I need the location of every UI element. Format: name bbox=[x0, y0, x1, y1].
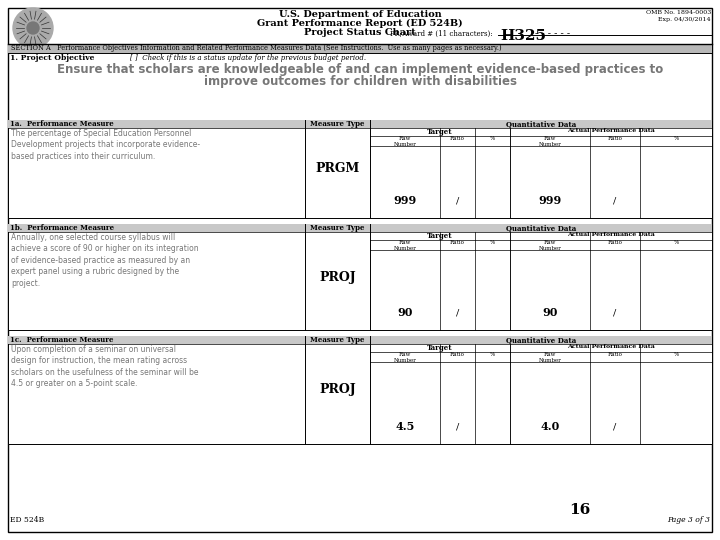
Text: Page 3 of 3: Page 3 of 3 bbox=[667, 516, 710, 524]
Text: Annually, one selected course syllabus will
achieve a score of 90 or higher on i: Annually, one selected course syllabus w… bbox=[11, 233, 199, 288]
Text: Upon completion of a seminar on universal
design for instruction, the mean ratin: Upon completion of a seminar on universa… bbox=[11, 345, 199, 388]
Text: Actual Performance Data: Actual Performance Data bbox=[567, 233, 655, 238]
Text: Project Status Chart: Project Status Chart bbox=[304, 28, 416, 37]
Text: Raw
Number: Raw Number bbox=[394, 137, 416, 147]
Text: ED 524B: ED 524B bbox=[10, 516, 44, 524]
Text: H325: H325 bbox=[500, 29, 546, 43]
Text: %: % bbox=[490, 240, 495, 246]
Text: U.S. Department of Education: U.S. Department of Education bbox=[279, 10, 441, 19]
Text: %: % bbox=[490, 353, 495, 357]
Text: 1c.  Performance Measure: 1c. Performance Measure bbox=[10, 336, 114, 345]
Text: Actual Performance Data: Actual Performance Data bbox=[567, 345, 655, 349]
Text: Measure Type: Measure Type bbox=[310, 336, 365, 345]
Text: Measure Type: Measure Type bbox=[310, 225, 365, 233]
Text: /: / bbox=[613, 197, 616, 206]
Text: Ratio: Ratio bbox=[608, 353, 622, 357]
Text: /: / bbox=[613, 309, 616, 318]
Text: Ratio: Ratio bbox=[608, 240, 622, 246]
Bar bbox=[8, 120, 712, 128]
Text: 4.0: 4.0 bbox=[541, 421, 559, 432]
Text: Ratio: Ratio bbox=[450, 240, 465, 246]
Text: The percentage of Special Education Personnel
Development projects that incorpor: The percentage of Special Education Pers… bbox=[11, 129, 200, 161]
Text: Raw
Number: Raw Number bbox=[539, 353, 562, 363]
Text: OMB No. 1894-0003: OMB No. 1894-0003 bbox=[646, 10, 711, 15]
Text: Raw
Number: Raw Number bbox=[539, 137, 562, 147]
Bar bbox=[8, 336, 712, 344]
Text: 1. Project Objective: 1. Project Objective bbox=[10, 53, 94, 62]
Text: /: / bbox=[456, 423, 459, 432]
Text: Ratio: Ratio bbox=[450, 353, 465, 357]
Bar bbox=[8, 44, 712, 53]
Text: %: % bbox=[673, 353, 678, 357]
Text: Ratio: Ratio bbox=[450, 137, 465, 141]
Text: Ratio: Ratio bbox=[608, 137, 622, 141]
Text: Target: Target bbox=[427, 233, 453, 240]
Text: Quantitative Data: Quantitative Data bbox=[506, 225, 576, 233]
Bar bbox=[8, 336, 712, 444]
Bar bbox=[8, 224, 712, 232]
Text: 4.5: 4.5 bbox=[395, 421, 415, 432]
Text: Raw
Number: Raw Number bbox=[394, 240, 416, 251]
Text: Actual Performance Data: Actual Performance Data bbox=[567, 129, 655, 133]
Text: 1a.  Performance Measure: 1a. Performance Measure bbox=[10, 120, 114, 129]
Text: 90: 90 bbox=[542, 307, 558, 318]
Text: Ensure that scholars are knowledgeable of and can implement evidence-based pract: Ensure that scholars are knowledgeable o… bbox=[57, 64, 663, 77]
Text: %: % bbox=[490, 137, 495, 141]
Text: PROJ: PROJ bbox=[319, 271, 356, 284]
Text: /: / bbox=[456, 197, 459, 206]
Text: improve outcomes for children with disabilities: improve outcomes for children with disab… bbox=[204, 75, 516, 87]
Text: 90: 90 bbox=[397, 307, 413, 318]
Text: Quantitative Data: Quantitative Data bbox=[506, 336, 576, 345]
Circle shape bbox=[27, 22, 39, 34]
Text: 16: 16 bbox=[570, 503, 590, 517]
Text: Target: Target bbox=[427, 345, 453, 353]
Bar bbox=[8, 224, 712, 330]
Text: Measure Type: Measure Type bbox=[310, 120, 365, 129]
Text: PROJ: PROJ bbox=[319, 383, 356, 396]
Text: [ ]  Check if this is a status update for the previous budget period.: [ ] Check if this is a status update for… bbox=[130, 53, 366, 62]
Text: Grant Performance Report (ED 524B): Grant Performance Report (ED 524B) bbox=[257, 19, 463, 28]
Text: /: / bbox=[456, 309, 459, 318]
Text: %: % bbox=[673, 137, 678, 141]
Text: Target: Target bbox=[427, 129, 453, 137]
Circle shape bbox=[13, 8, 53, 48]
Text: %: % bbox=[673, 240, 678, 246]
Text: /: / bbox=[613, 423, 616, 432]
Text: 999: 999 bbox=[539, 195, 562, 206]
Text: Quantitative Data: Quantitative Data bbox=[506, 120, 576, 129]
Text: Exp. 04/30/2014: Exp. 04/30/2014 bbox=[658, 17, 711, 22]
Text: - - - - - -: - - - - - - bbox=[535, 29, 570, 38]
Bar bbox=[8, 120, 712, 218]
Text: SECTION A   Performance Objectives Information and Related Performance Measures : SECTION A Performance Objectives Informa… bbox=[11, 44, 502, 52]
Text: Raw
Number: Raw Number bbox=[539, 240, 562, 251]
Text: PRGM: PRGM bbox=[315, 163, 359, 176]
Text: 999: 999 bbox=[393, 195, 417, 206]
Text: Raw
Number: Raw Number bbox=[394, 353, 416, 363]
Text: 1b.  Performance Measure: 1b. Performance Measure bbox=[10, 225, 114, 233]
Text: PR/Award # (11 characters):: PR/Award # (11 characters): bbox=[390, 30, 492, 38]
